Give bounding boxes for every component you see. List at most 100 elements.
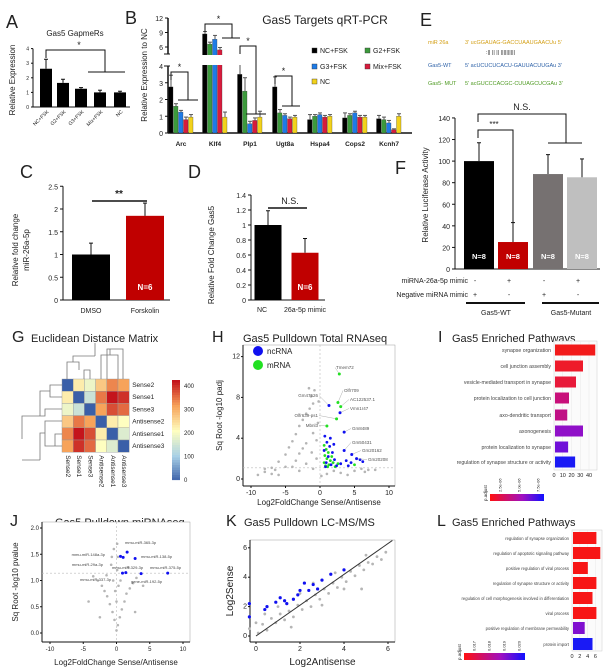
bar bbox=[75, 88, 87, 107]
point-other bbox=[128, 587, 132, 590]
x-tick-label: 10 bbox=[560, 473, 566, 479]
legend-marker bbox=[253, 346, 263, 356]
colorbar-segment bbox=[172, 410, 180, 413]
x-tick-label: G2+FSK bbox=[50, 109, 68, 127]
colorbar-segment bbox=[172, 437, 180, 441]
colorbar bbox=[464, 653, 525, 660]
condition-sign: + bbox=[473, 292, 477, 299]
point-other bbox=[298, 452, 301, 455]
point-other bbox=[263, 470, 267, 474]
chart-title: Gas5 Pulldown Total RNAseq bbox=[243, 333, 387, 345]
x-tick-label: 6 bbox=[594, 654, 597, 660]
point-ncrna bbox=[328, 436, 332, 440]
x-tick-label: 6 bbox=[386, 646, 390, 653]
point-other bbox=[371, 562, 374, 566]
x-tick-label: Arc bbox=[176, 141, 187, 148]
labeled-point bbox=[125, 550, 129, 554]
col-label: Antisense1 bbox=[109, 455, 116, 488]
point-other bbox=[320, 603, 324, 607]
point-other bbox=[315, 457, 318, 460]
colorbar-segment bbox=[172, 380, 180, 383]
bar bbox=[498, 242, 528, 269]
label-leader bbox=[318, 395, 330, 406]
condition-label: miRNA-26a-5p mimic bbox=[401, 278, 468, 285]
x-axis-label: Log2FoldChange Sense/Antisense bbox=[54, 658, 178, 667]
bar bbox=[573, 622, 585, 634]
axis-break-gap bbox=[169, 55, 419, 65]
colorbar-segment bbox=[172, 452, 180, 456]
x-tick-label: 5 bbox=[148, 647, 152, 653]
bar-NC+FSK bbox=[202, 33, 208, 134]
category-label: cell junction assembly bbox=[501, 364, 552, 370]
labeled-point bbox=[337, 372, 341, 376]
y-tick-label: 0 bbox=[26, 105, 29, 111]
row-label: Antisense3 bbox=[132, 443, 165, 450]
point-other bbox=[135, 576, 138, 580]
significance-bracket bbox=[170, 71, 189, 100]
point-highlighted bbox=[329, 572, 333, 576]
legend-swatch bbox=[364, 63, 371, 70]
colorbar-tick-label: 0.017 bbox=[472, 640, 477, 651]
point-other bbox=[120, 608, 124, 611]
x-tick-label: 0 bbox=[115, 647, 119, 653]
x-tick-label: 30 bbox=[577, 473, 583, 479]
point-label: Gm20208 bbox=[368, 457, 388, 462]
heatmap-cell bbox=[95, 415, 107, 429]
point-other bbox=[123, 600, 126, 603]
category-label: regulation of cell morphogenesis involve… bbox=[462, 596, 570, 601]
point-other bbox=[362, 568, 366, 572]
bar bbox=[555, 409, 568, 421]
panel-letter: J bbox=[10, 513, 18, 530]
y-axis-label: Relative fold change bbox=[11, 213, 20, 286]
colorbar-segment bbox=[172, 432, 180, 436]
point-ncrna bbox=[329, 463, 333, 467]
bar bbox=[533, 174, 563, 269]
point-label: mmu-miR-337-3p bbox=[80, 577, 112, 582]
chart-title: Gas5 Targets qRT-PCR bbox=[262, 13, 388, 27]
point-highlighted bbox=[320, 578, 324, 582]
y-tick-label: 3 bbox=[26, 61, 29, 67]
point-label: mmu-miR-375-5p bbox=[150, 565, 182, 570]
sequence-name: Gas5-WT bbox=[428, 63, 452, 69]
point-ncrna bbox=[333, 458, 336, 462]
point-label: mmu-miR-148a-3p bbox=[72, 552, 106, 557]
x-tick-label: 5 bbox=[353, 490, 357, 497]
y-tick-label: 1.2 bbox=[236, 208, 246, 215]
sequence: 5' acUCUCUCACU-GAUUACUUGAu 3' bbox=[465, 63, 562, 69]
point-mrna bbox=[326, 465, 329, 469]
colorbar-segment bbox=[172, 420, 180, 423]
point-other bbox=[110, 555, 114, 559]
x-tick-label: 2 bbox=[298, 646, 302, 653]
colorbar-segment bbox=[172, 405, 180, 408]
chart-title: Gas5 Enriched Pathways bbox=[452, 517, 576, 529]
point-other bbox=[298, 469, 301, 473]
heatmap-cell bbox=[106, 391, 119, 404]
bar-NC+FSK bbox=[307, 119, 313, 134]
bar-NC+FSK bbox=[376, 118, 382, 134]
colorbar-segment bbox=[172, 450, 180, 453]
condition-sign: + bbox=[576, 278, 580, 285]
point-other bbox=[287, 609, 291, 613]
heatmap-cell bbox=[84, 439, 96, 453]
category-label: synapse organization bbox=[502, 348, 551, 354]
y-tick-label: 2 bbox=[159, 98, 163, 105]
labeled-point bbox=[338, 411, 342, 415]
bar bbox=[573, 547, 601, 559]
bar-NC+FSK bbox=[168, 86, 174, 134]
point-ncrna bbox=[339, 462, 343, 466]
legend-label: NC bbox=[320, 79, 330, 86]
bar bbox=[573, 607, 597, 619]
point-other bbox=[113, 589, 117, 593]
point-other bbox=[278, 612, 282, 616]
point-highlighted bbox=[298, 588, 302, 593]
labeled-point bbox=[118, 554, 122, 558]
heatmap-cell bbox=[84, 378, 96, 392]
sequence: 5' acGUCCCACGC-CUUAGCUCGAu 3' bbox=[465, 81, 563, 87]
n-label: N=8 bbox=[541, 252, 555, 261]
heatmap-cell bbox=[72, 415, 85, 429]
bar-Mix+FSK bbox=[252, 120, 258, 134]
point-other bbox=[308, 407, 311, 410]
point-other bbox=[113, 618, 116, 622]
x-tick-label: NC bbox=[257, 307, 267, 314]
y-tick-label: 0.6 bbox=[236, 253, 246, 260]
